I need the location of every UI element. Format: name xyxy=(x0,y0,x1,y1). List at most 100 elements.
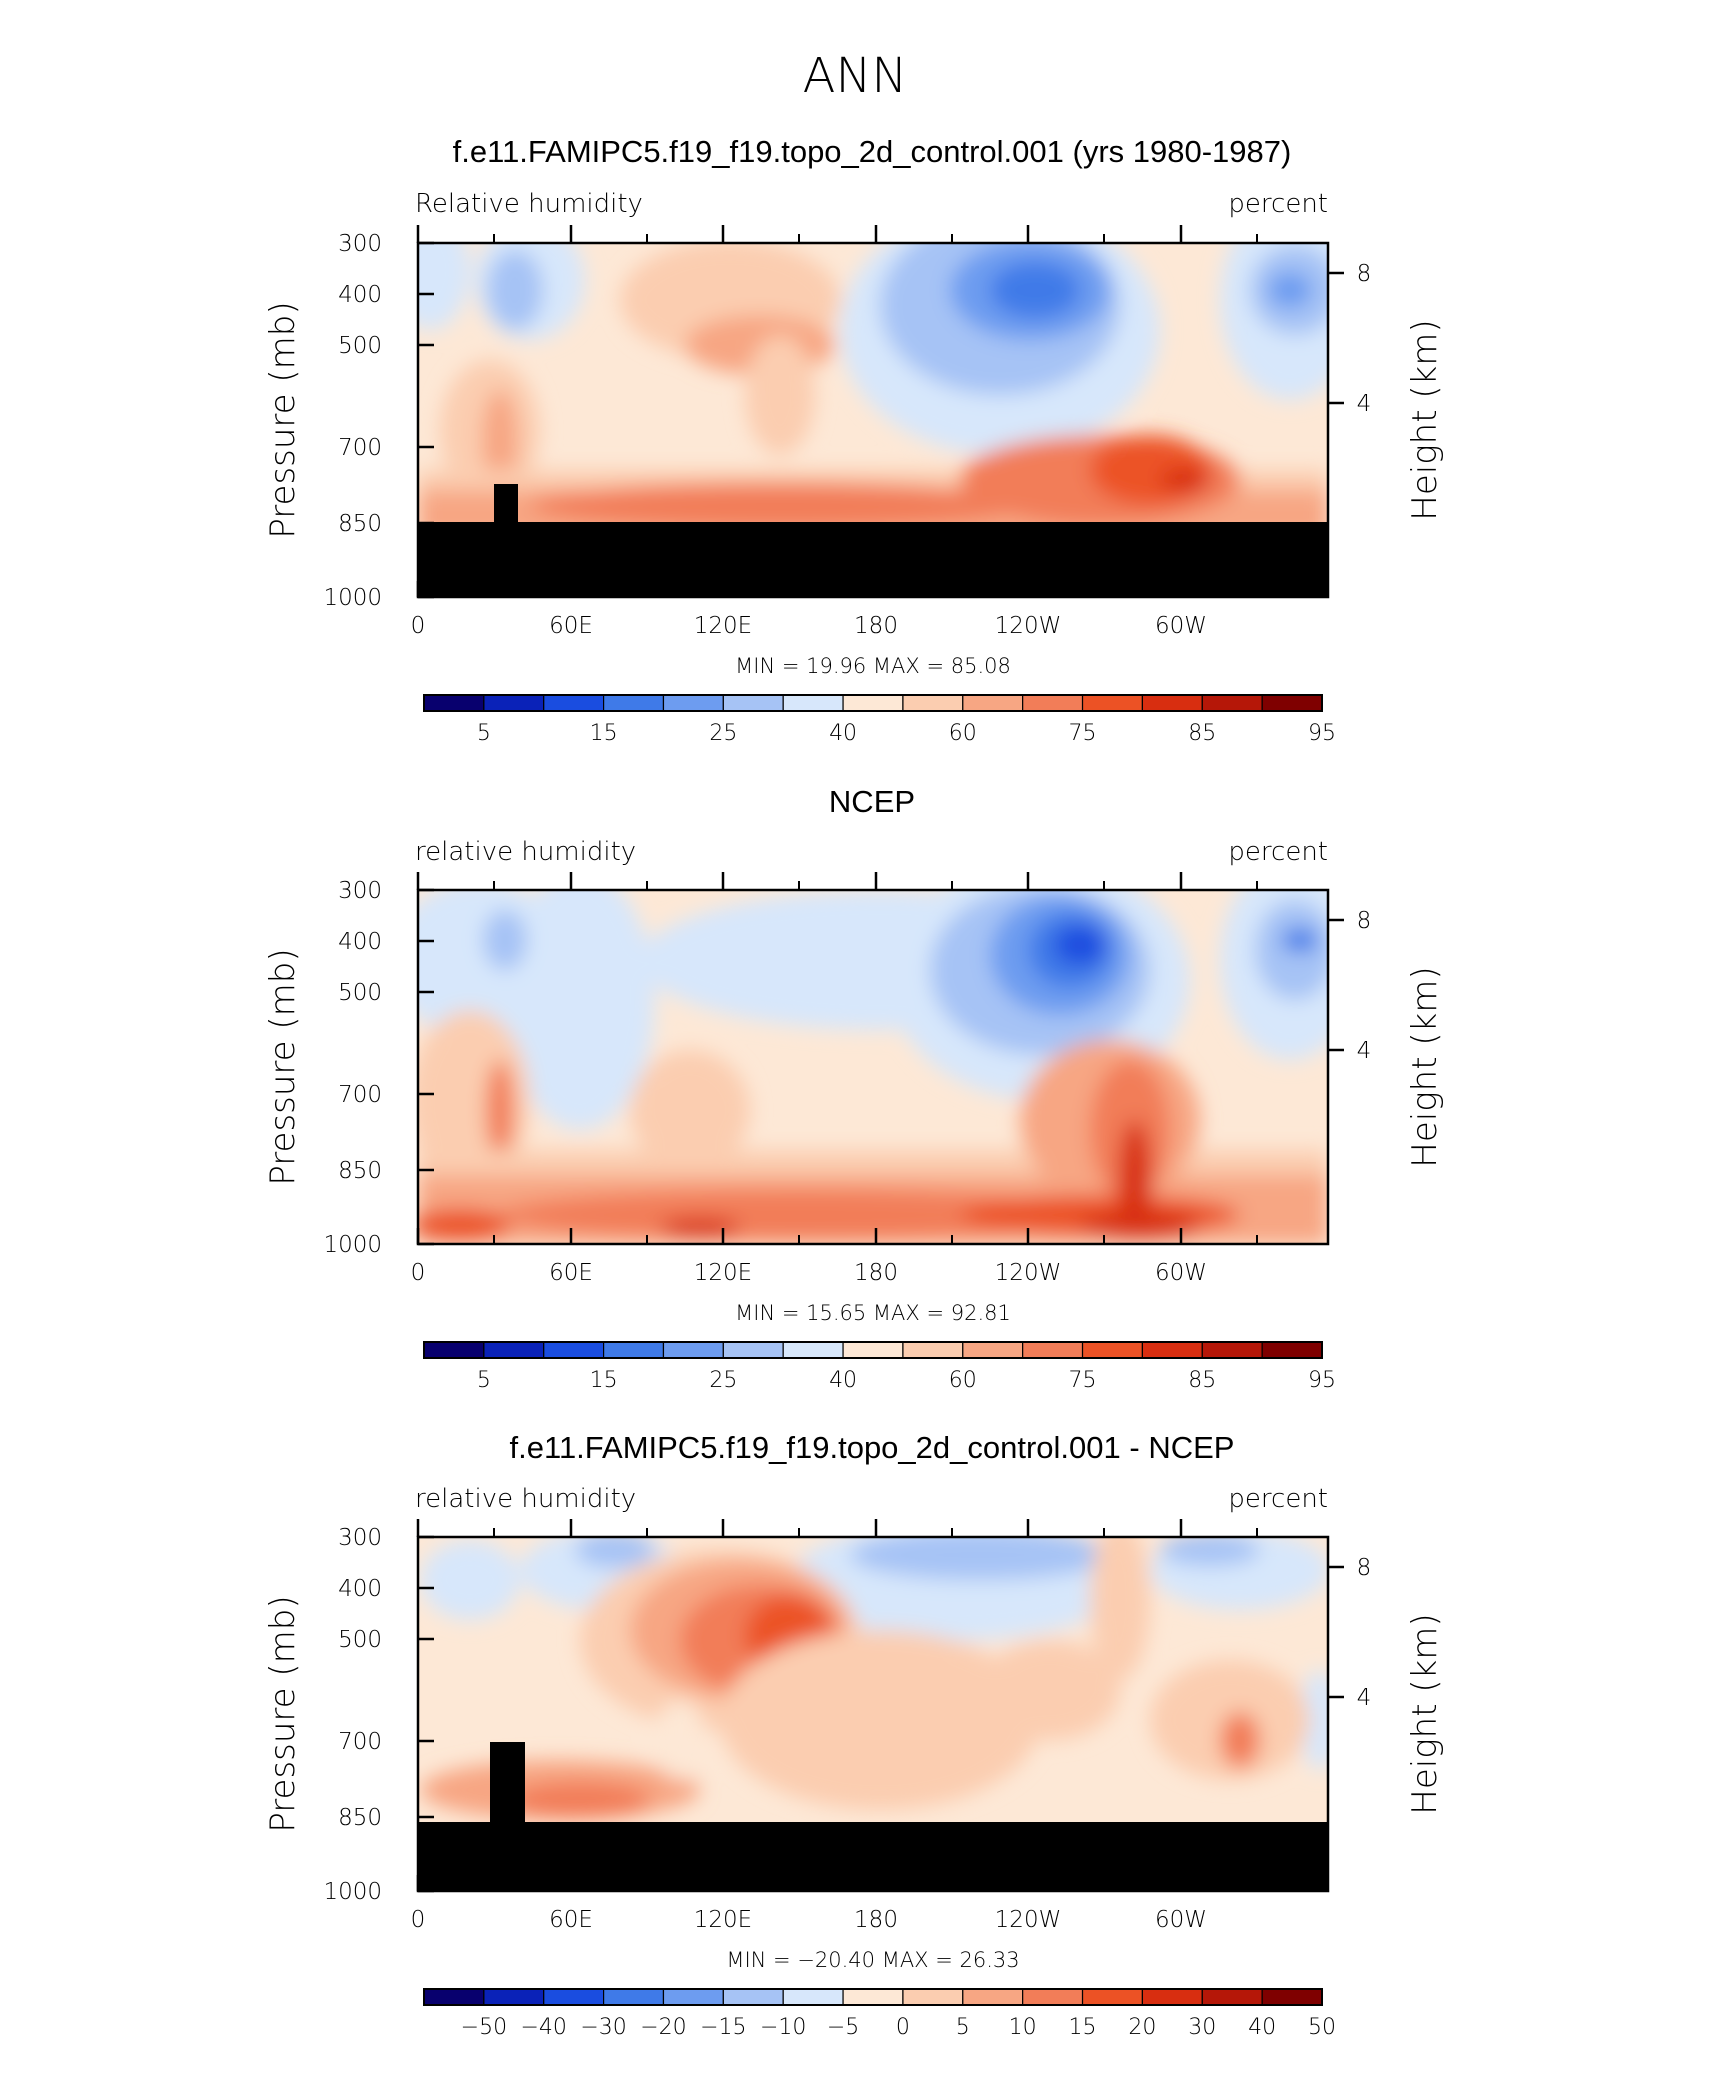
colorbar-swatch xyxy=(662,1341,724,1359)
plot-frame xyxy=(416,241,1330,599)
colorbar-label: −20 xyxy=(640,2015,686,2040)
colorbar-swatch xyxy=(423,1988,485,2006)
colorbar: 5 15 25 40 60 75 85 95 xyxy=(423,694,1336,746)
colorbar-swatch xyxy=(1022,694,1084,712)
topography xyxy=(418,1742,1328,1891)
y-tick-label: 500 xyxy=(338,980,382,1006)
x-tick-label: 120E xyxy=(694,1260,752,1286)
colorbar-frame xyxy=(423,1341,1323,1359)
min-max-stats: MIN = 19.96 MAX = 85.08 xyxy=(735,654,1011,678)
y-tick-label: 1000 xyxy=(323,1879,382,1905)
left-string: Relative humidity xyxy=(415,189,643,219)
colorbar-swatch xyxy=(842,1341,904,1359)
axes: 0 60E 120E 180 120W 60W 300 400 500 700 850 1000 8 4 xyxy=(323,1519,1371,1933)
contour-field xyxy=(418,243,1328,597)
colorbar-swatch xyxy=(1201,1341,1263,1359)
colorbar-label: 50 xyxy=(1308,2015,1336,2040)
colorbar-label: 30 xyxy=(1188,2015,1216,2040)
y-axis-right-label: Height (km) xyxy=(1405,319,1445,520)
y-tick-label: 850 xyxy=(338,511,382,537)
panel-model: f.e11.FAMIPC5.f19_f19.topo_2d_control.00… xyxy=(263,134,1445,746)
x-tick-label: 120W xyxy=(995,613,1062,639)
x-tick-label: 180 xyxy=(854,1260,898,1286)
y-tick-label: 850 xyxy=(338,1805,382,1831)
colorbar-swatch xyxy=(902,1988,964,2006)
colorbar-label: 5 xyxy=(956,2015,970,2040)
y-tick-label: 500 xyxy=(338,1627,382,1653)
y-right-tick-label: 4 xyxy=(1357,1685,1372,1711)
colorbar-swatch xyxy=(962,694,1024,712)
y-tick-label: 700 xyxy=(338,1082,382,1108)
colorbar-label: −30 xyxy=(580,2015,626,2040)
panel-difference: f.e11.FAMIPC5.f19_f19.topo_2d_control.00… xyxy=(263,1430,1445,2040)
colorbar-swatch xyxy=(722,694,784,712)
colorbar-swatch xyxy=(662,1988,724,2006)
colorbar-label: −40 xyxy=(521,2015,567,2040)
colorbar: −50 −40 −30 −20 −15 −10 −5 0 5 10 15 20 30 40 50 xyxy=(423,1988,1336,2040)
right-string: percent xyxy=(1228,189,1328,219)
x-tick-label: 60W xyxy=(1155,1260,1207,1286)
x-tick-label: 60E xyxy=(549,613,593,639)
x-tick-label: 120W xyxy=(995,1907,1062,1933)
colorbar: 5 15 25 40 60 75 85 95 xyxy=(423,1341,1336,1393)
x-tick-label: 120W xyxy=(995,1260,1062,1286)
colorbar-label: 0 xyxy=(896,2015,910,2040)
min-max-stats: MIN = −20.40 MAX = 26.33 xyxy=(726,1948,1019,1972)
colorbar-swatch xyxy=(1081,694,1143,712)
colorbar-swatch xyxy=(602,1988,665,2006)
colorbar-swatch xyxy=(842,1988,904,2006)
contour-field xyxy=(418,890,1328,1244)
colorbar-swatch xyxy=(1261,1988,1323,2006)
x-tick-label: 60W xyxy=(1155,613,1207,639)
y-axis-label: Pressure (mb) xyxy=(263,301,303,538)
colorbar-label: 75 xyxy=(1069,721,1097,746)
colorbar-swatch xyxy=(842,694,904,712)
colorbar-swatch xyxy=(543,694,605,712)
colorbar-swatch xyxy=(902,1341,964,1359)
colorbar-swatch xyxy=(543,1341,605,1359)
colorbar-swatch xyxy=(902,694,964,712)
colorbar-swatch xyxy=(1022,1341,1084,1359)
colorbar-label: 75 xyxy=(1069,1368,1097,1393)
panel-title: f.e11.FAMIPC5.f19_f19.topo_2d_control.00… xyxy=(510,1430,1235,1465)
colorbar-label: 85 xyxy=(1188,721,1216,746)
x-tick-label: 0 xyxy=(411,1907,426,1933)
colorbar-label: 25 xyxy=(709,1368,737,1393)
y-right-tick-label: 4 xyxy=(1357,1038,1372,1064)
y-tick-label: 850 xyxy=(338,1158,382,1184)
min-max-stats: MIN = 15.65 MAX = 92.81 xyxy=(735,1301,1011,1325)
colorbar-swatch xyxy=(1261,1341,1323,1359)
y-right-tick-label: 8 xyxy=(1357,261,1372,287)
colorbar-label: 60 xyxy=(949,1368,977,1393)
x-tick-label: 180 xyxy=(854,613,898,639)
figure-title: ANN xyxy=(803,48,908,104)
colorbar-swatch xyxy=(1141,1988,1203,2006)
colorbar-label: 5 xyxy=(477,1368,491,1393)
y-tick-label: 400 xyxy=(338,1576,382,1602)
colorbar-label: 40 xyxy=(1248,2015,1276,2040)
colorbar-swatch xyxy=(962,1341,1024,1359)
colorbar-swatch xyxy=(722,1988,784,2006)
panel-ncep: NCEP relative humidity percent xyxy=(263,784,1445,1393)
colorbar-label: 5 xyxy=(477,721,491,746)
y-tick-label: 700 xyxy=(338,435,382,461)
contour-field xyxy=(418,1537,1328,1891)
colorbar-label: 20 xyxy=(1128,2015,1156,2040)
y-tick-label: 1000 xyxy=(323,585,382,611)
colorbar-swatch xyxy=(483,1988,545,2006)
colorbar-swatch xyxy=(543,1988,605,2006)
x-tick-label: 120E xyxy=(694,613,752,639)
colorbar-label: −5 xyxy=(827,2015,859,2040)
colorbar-swatch xyxy=(1261,694,1323,712)
colorbar-swatch xyxy=(782,1988,844,2006)
topography xyxy=(418,484,1328,597)
y-tick-label: 700 xyxy=(338,1729,382,1755)
colorbar-swatch xyxy=(1141,694,1203,712)
colorbar-swatch xyxy=(1081,1988,1143,2006)
panel-title: f.e11.FAMIPC5.f19_f19.topo_2d_control.00… xyxy=(453,134,1292,169)
plot-frame xyxy=(416,1535,1330,1893)
x-tick-label: 0 xyxy=(411,613,426,639)
y-tick-label: 400 xyxy=(338,282,382,308)
colorbar-swatch xyxy=(1081,1341,1143,1359)
colorbar-swatch xyxy=(782,694,844,712)
